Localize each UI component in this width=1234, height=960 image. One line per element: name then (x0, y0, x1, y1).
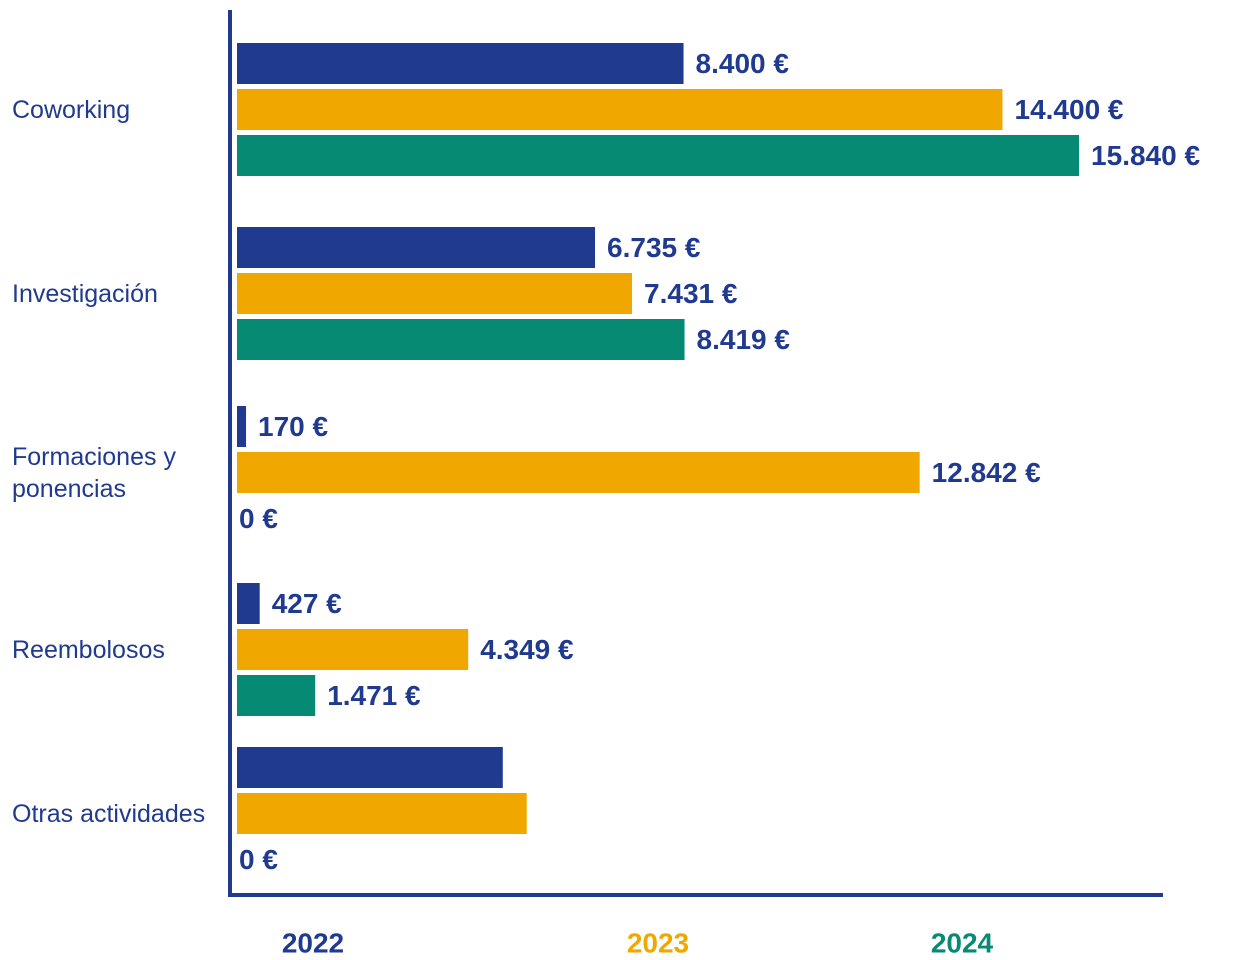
legend-entry: 2024 (931, 927, 994, 958)
value-label: 1.471 € (327, 680, 421, 711)
bar (237, 793, 527, 834)
bar (237, 227, 596, 268)
value-label: 7.431 € (644, 278, 738, 309)
bar (237, 583, 260, 624)
bar (237, 273, 633, 314)
value-label: 8.400 € (696, 48, 790, 79)
category-label: Investigación (12, 279, 158, 308)
bar (237, 747, 503, 788)
value-label: 427 € (272, 588, 342, 619)
category-label: Formaciones y ponencias (12, 442, 176, 503)
value-label: 6.735 € (607, 232, 701, 263)
bar (237, 319, 685, 360)
bar (237, 43, 684, 84)
bar (237, 452, 920, 493)
category-label: Coworking (12, 95, 131, 124)
legend-entry: 2022 (282, 927, 344, 958)
bar (237, 406, 247, 447)
value-label: 12.842 € (932, 457, 1041, 488)
value-label: 0 € (239, 503, 278, 534)
value-label: 14.400 € (1015, 94, 1124, 125)
bar (237, 629, 469, 670)
category-label: Reembolosos (12, 635, 165, 664)
legend-entry: 2023 (627, 927, 689, 958)
value-label: 170 € (258, 411, 328, 442)
bar (237, 135, 1080, 176)
value-label: 4.349 € (480, 634, 574, 665)
category-label: Otras actividades (12, 799, 206, 828)
value-label: 8.419 € (697, 324, 791, 355)
bar (237, 89, 1003, 130)
value-label: 15.840 € (1091, 140, 1200, 171)
bar (237, 675, 316, 716)
value-label: 0 € (239, 844, 278, 875)
